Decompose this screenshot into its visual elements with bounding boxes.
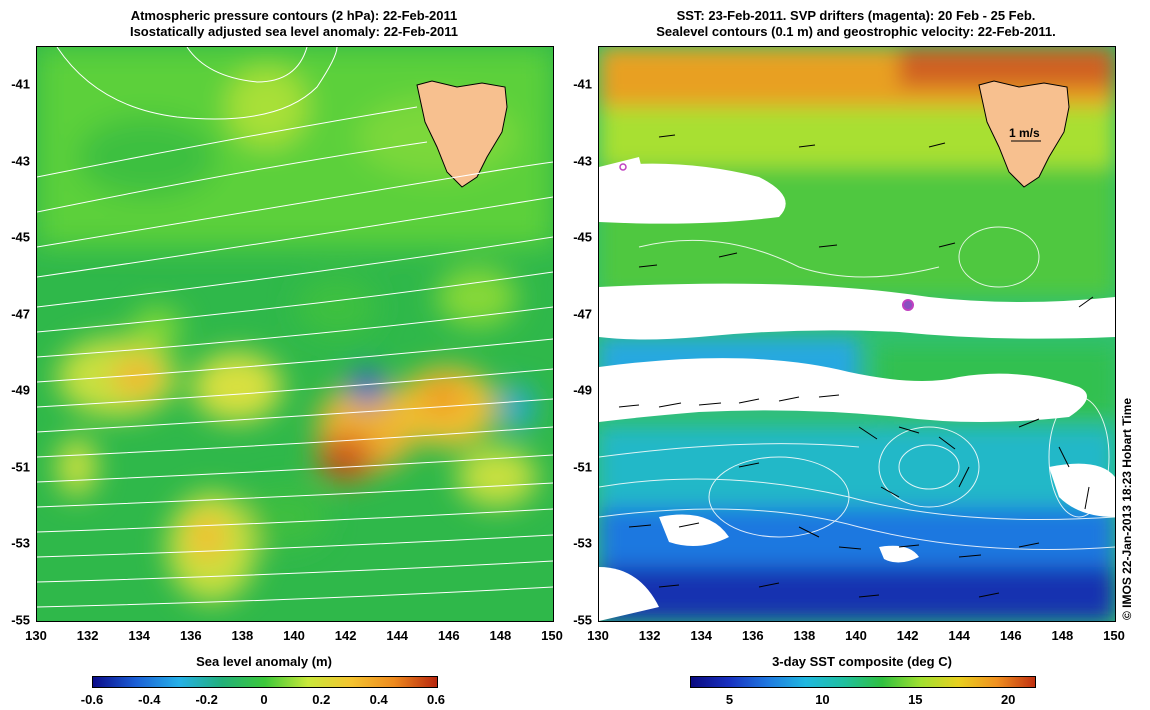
x-tick-label: 132 [77,628,99,643]
x-tick-label: 136 [742,628,764,643]
y-tick-label: -51 [4,459,30,474]
y-tick-label: -41 [4,77,30,92]
x-tick-label: 134 [128,628,150,643]
x-tick-label: 132 [639,628,661,643]
y-tick-label: -53 [566,536,592,551]
sst-map: 1 m/s [598,46,1116,622]
y-tick-label: -49 [4,383,30,398]
colorbar-tick-label: 5 [726,692,733,707]
x-tick-label: 130 [587,628,609,643]
y-tick-label: -43 [4,153,30,168]
colorbar-tick-label: 0.6 [427,692,445,707]
right-colorbar-label: 3-day SST composite (deg C) [690,654,1034,669]
y-tick-label: -55 [566,613,592,628]
x-tick-label: 142 [335,628,357,643]
y-tick-label: -49 [566,383,592,398]
imos-credit: © IMOS 22-Jan-2013 18:23 Hobart Time [1120,398,1134,620]
colorbar-tick-label: -0.4 [138,692,160,707]
x-tick-label: 150 [1103,628,1125,643]
colorbar-tick-label: 15 [908,692,922,707]
x-tick-label: 142 [897,628,919,643]
x-tick-label: 150 [541,628,563,643]
x-tick-label: 140 [283,628,305,643]
colorbar-tick-label: 0.2 [312,692,330,707]
y-tick-label: -53 [4,536,30,551]
y-tick-label: -55 [4,613,30,628]
sea-level-anomaly-field [37,47,553,621]
colorbar-tick-label: 0.4 [370,692,388,707]
left-title-line2: Isostatically adjusted sea level anomaly… [36,24,552,40]
right-title-line1: SST: 23-Feb-2011. SVP drifters (magenta)… [598,8,1114,24]
y-tick-label: -51 [566,459,592,474]
y-tick-label: -45 [566,230,592,245]
velocity-scale-label: 1 m/s [1009,126,1040,140]
colorbar-tick-label: 0 [260,692,267,707]
colorbar-tick-label: -0.2 [195,692,217,707]
sea-level-anomaly-map [36,46,554,622]
svp-drifter-marker [903,300,913,310]
y-tick-label: -47 [566,306,592,321]
x-tick-label: 136 [180,628,202,643]
y-tick-label: -45 [4,230,30,245]
left-colorbar-label: Sea level anomaly (m) [92,654,436,669]
x-tick-label: 146 [1000,628,1022,643]
x-tick-label: 138 [794,628,816,643]
right-colorbar [690,676,1036,688]
colorbar-tick-label: -0.6 [81,692,103,707]
left-colorbar [92,676,438,688]
x-tick-label: 138 [232,628,254,643]
sst-field: 1 m/s [599,47,1115,621]
x-tick-label: 140 [845,628,867,643]
colorbar-tick-label: 20 [1001,692,1015,707]
x-tick-label: 148 [490,628,512,643]
x-tick-label: 144 [386,628,408,643]
x-tick-label: 134 [690,628,712,643]
x-tick-label: 148 [1052,628,1074,643]
x-tick-label: 130 [25,628,47,643]
y-tick-label: -43 [566,153,592,168]
colorbar-tick-label: 10 [815,692,829,707]
right-title-line2: Sealevel contours (0.1 m) and geostrophi… [598,24,1114,40]
y-tick-label: -41 [566,77,592,92]
x-tick-label: 146 [438,628,460,643]
left-title-line1: Atmospheric pressure contours (2 hPa): 2… [36,8,552,24]
x-tick-label: 144 [948,628,970,643]
y-tick-label: -47 [4,306,30,321]
